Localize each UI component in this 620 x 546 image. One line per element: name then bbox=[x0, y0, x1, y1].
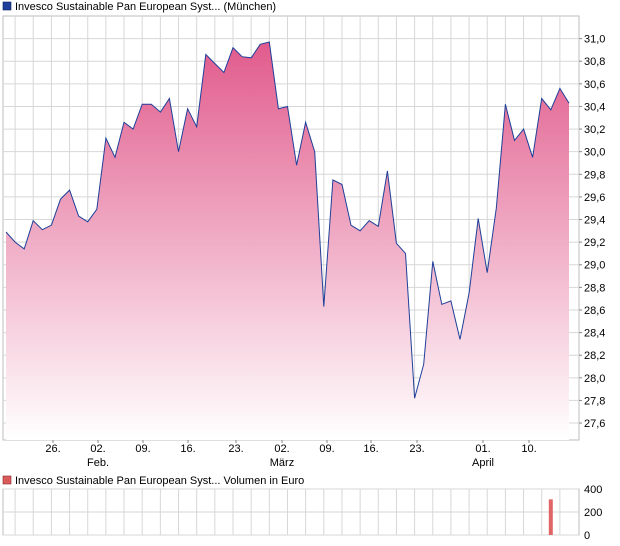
price-y-tick-label: 27,8 bbox=[584, 395, 605, 407]
price-x-month-label: April bbox=[472, 457, 494, 469]
volume-y-tick-label: 0 bbox=[584, 530, 590, 542]
price-y-axis: 27,6 27,8 28,0 28,2 28,4 28,6 28,8 29,0 29,2 29,4… bbox=[579, 34, 605, 430]
price-y-tick-label: 28,0 bbox=[584, 373, 605, 385]
price-legend-swatch bbox=[2, 1, 12, 11]
price-x-month-label: Feb. bbox=[87, 457, 109, 469]
price-x-tick-label: 23. bbox=[228, 443, 243, 455]
price-x-month-label: März bbox=[270, 457, 294, 469]
price-y-tick-label: 30,4 bbox=[584, 101, 605, 113]
price-x-axis: 26. 02. Feb. 09. 16. 23. 02. März 09. 16. 23. 01. Ap… bbox=[45, 440, 537, 469]
price-x-tick-label: 10. bbox=[521, 443, 536, 455]
volume-legend-label: Invesco Sustainable Pan European Syst...… bbox=[15, 475, 304, 487]
price-x-tick-label: 26. bbox=[45, 443, 60, 455]
volume-bar bbox=[548, 499, 553, 535]
volume-y-tick-label: 400 bbox=[584, 484, 602, 496]
price-plot-area: 27,6 27,8 28,0 28,2 28,4 28,6 28,8 29,0 29,2 29,4… bbox=[2, 15, 605, 469]
volume-y-tick-label: 200 bbox=[584, 507, 602, 519]
price-x-tick-label: 09. bbox=[135, 443, 150, 455]
price-legend: Invesco Sustainable Pan European Syst...… bbox=[2, 1, 276, 13]
volume-grid-horizontal bbox=[3, 488, 579, 536]
price-x-tick-label: 02. bbox=[274, 443, 289, 455]
price-y-tick-label: 28,2 bbox=[584, 350, 605, 362]
price-x-tick-label: 01. bbox=[475, 443, 490, 455]
price-y-tick-label: 30,0 bbox=[584, 147, 605, 159]
price-y-tick-label: 30,8 bbox=[584, 56, 605, 68]
price-y-tick-label: 28,6 bbox=[584, 305, 605, 317]
volume-plot-area: 0 200 400 bbox=[2, 484, 602, 542]
price-legend-label: Invesco Sustainable Pan European Syst...… bbox=[15, 1, 276, 13]
price-y-tick-label: 29,0 bbox=[584, 260, 605, 272]
price-y-tick-label: 29,4 bbox=[584, 215, 605, 227]
price-x-tick-label: 09. bbox=[319, 443, 334, 455]
price-y-tick-label: 31,0 bbox=[584, 34, 605, 46]
volume-legend-swatch bbox=[2, 475, 12, 485]
price-y-tick-label: 30,6 bbox=[584, 79, 605, 91]
volume-y-axis: 0 200 400 bbox=[584, 484, 602, 542]
price-line bbox=[5, 41, 570, 399]
price-x-tick-label: 23. bbox=[409, 443, 424, 455]
price-y-tick-label: 29,2 bbox=[584, 237, 605, 249]
price-y-tick-label: 29,6 bbox=[584, 192, 605, 204]
price-y-tick-label: 30,2 bbox=[584, 124, 605, 136]
price-x-tick-label: 16. bbox=[180, 443, 195, 455]
price-y-tick-label: 28,8 bbox=[584, 282, 605, 294]
volume-bars bbox=[548, 499, 553, 535]
price-area-fill bbox=[6, 42, 569, 440]
price-y-tick-label: 28,4 bbox=[584, 328, 605, 340]
price-x-tick-label: 02. bbox=[90, 443, 105, 455]
volume-legend: Invesco Sustainable Pan European Syst...… bbox=[2, 475, 304, 487]
price-y-tick-label: 29,8 bbox=[584, 169, 605, 181]
price-y-tick-label: 27,6 bbox=[584, 418, 605, 430]
price-x-tick-label: 16. bbox=[363, 443, 378, 455]
